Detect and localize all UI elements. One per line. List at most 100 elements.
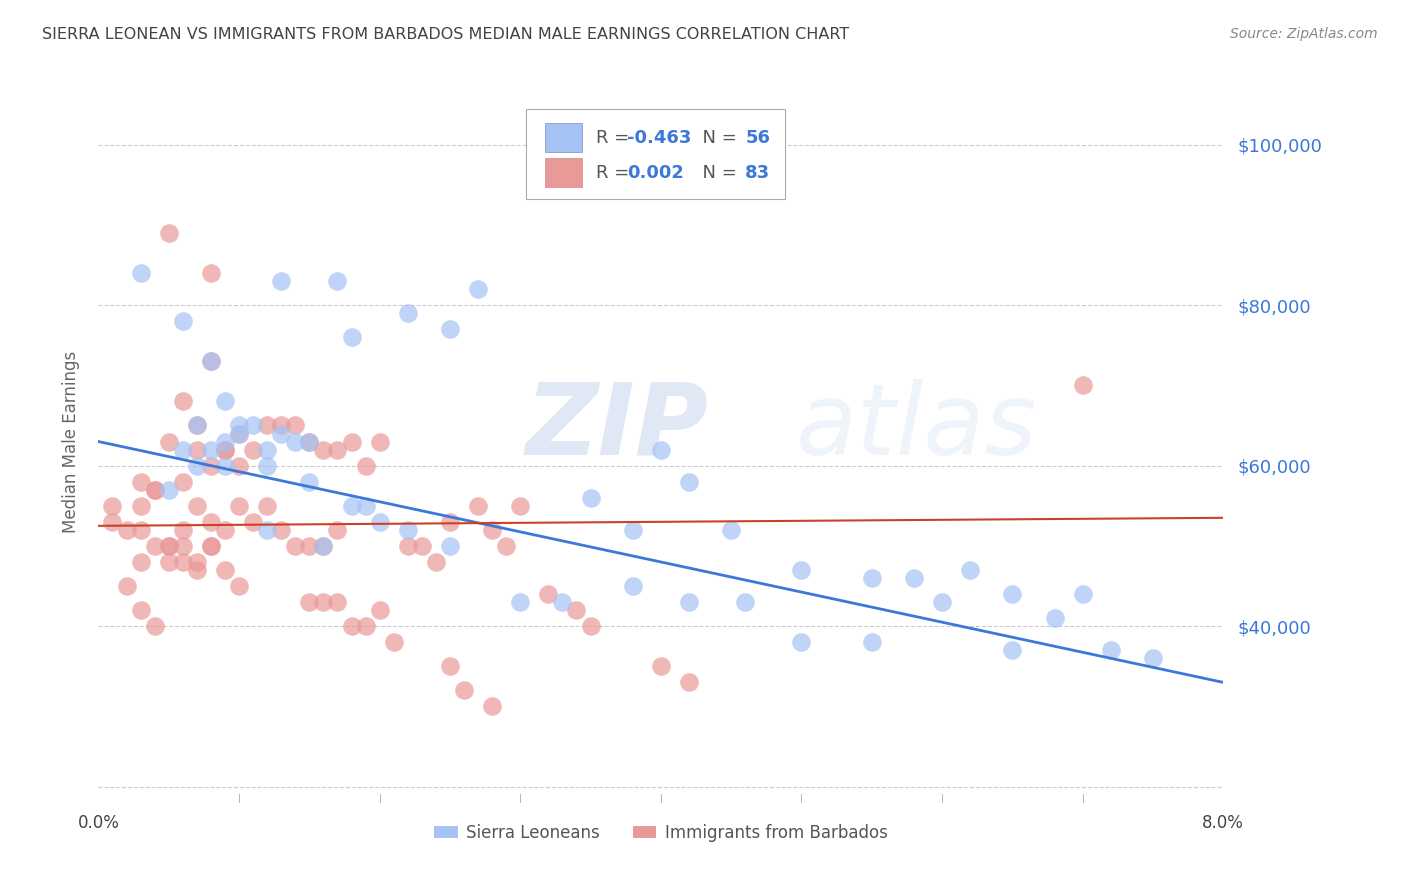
FancyBboxPatch shape — [526, 109, 785, 200]
Point — [115, 523, 138, 537]
Point — [1001, 587, 1024, 601]
Point — [453, 683, 475, 698]
Point — [790, 563, 813, 577]
Point — [1043, 611, 1066, 625]
Point — [678, 595, 700, 609]
Point — [298, 539, 321, 553]
Point — [340, 330, 363, 344]
Point — [790, 635, 813, 649]
Point — [228, 426, 250, 441]
Point — [678, 675, 700, 690]
Point — [143, 483, 166, 497]
Point — [172, 555, 194, 569]
Point — [298, 434, 321, 449]
Point — [1071, 587, 1094, 601]
Text: -0.463: -0.463 — [627, 128, 692, 146]
Point — [326, 274, 349, 288]
Point — [565, 603, 588, 617]
Point — [312, 595, 335, 609]
Point — [284, 434, 307, 449]
Point — [186, 458, 208, 473]
Point — [143, 619, 166, 633]
Point — [214, 442, 236, 457]
Point — [129, 266, 152, 280]
Text: R =: R = — [596, 128, 634, 146]
Point — [396, 523, 419, 537]
Point — [298, 434, 321, 449]
Text: SIERRA LEONEAN VS IMMIGRANTS FROM BARBADOS MEDIAN MALE EARNINGS CORRELATION CHAR: SIERRA LEONEAN VS IMMIGRANTS FROM BARBAD… — [42, 27, 849, 42]
Point — [340, 619, 363, 633]
FancyBboxPatch shape — [546, 158, 582, 187]
Point — [551, 595, 574, 609]
Point — [354, 499, 377, 513]
Point — [242, 418, 264, 433]
Point — [579, 619, 602, 633]
Point — [157, 539, 180, 553]
Legend: Sierra Leoneans, Immigrants from Barbados: Sierra Leoneans, Immigrants from Barbado… — [427, 817, 894, 848]
Point — [312, 442, 335, 457]
Point — [509, 595, 531, 609]
Point — [326, 523, 349, 537]
Point — [129, 603, 152, 617]
Text: ZIP: ZIP — [526, 378, 709, 475]
Point — [270, 274, 292, 288]
Point — [200, 458, 222, 473]
Point — [242, 515, 264, 529]
Point — [509, 499, 531, 513]
Point — [172, 475, 194, 489]
Point — [931, 595, 953, 609]
Point — [298, 595, 321, 609]
Point — [411, 539, 433, 553]
Point — [326, 595, 349, 609]
Point — [439, 322, 461, 336]
Point — [101, 515, 124, 529]
Point — [368, 434, 391, 449]
Point — [186, 563, 208, 577]
Point — [228, 499, 250, 513]
Point — [650, 659, 672, 673]
Point — [650, 442, 672, 457]
Point — [439, 515, 461, 529]
Point — [579, 491, 602, 505]
Point — [228, 579, 250, 593]
Point — [903, 571, 925, 585]
Point — [214, 563, 236, 577]
Point — [172, 523, 194, 537]
Point — [860, 635, 883, 649]
Text: atlas: atlas — [796, 378, 1038, 475]
Point — [270, 426, 292, 441]
Point — [228, 426, 250, 441]
Point — [678, 475, 700, 489]
FancyBboxPatch shape — [546, 123, 582, 153]
Point — [495, 539, 517, 553]
Point — [172, 539, 194, 553]
Point — [200, 354, 222, 368]
Point — [284, 539, 307, 553]
Point — [157, 539, 180, 553]
Point — [481, 699, 503, 714]
Point — [298, 475, 321, 489]
Text: Source: ZipAtlas.com: Source: ZipAtlas.com — [1230, 27, 1378, 41]
Text: 0.002: 0.002 — [627, 163, 683, 182]
Point — [186, 442, 208, 457]
Point — [959, 563, 981, 577]
Point — [720, 523, 742, 537]
Point — [186, 499, 208, 513]
Point — [1099, 643, 1122, 657]
Point — [340, 434, 363, 449]
Point — [143, 539, 166, 553]
Point — [200, 442, 222, 457]
Point — [1001, 643, 1024, 657]
Point — [157, 555, 180, 569]
Point — [214, 442, 236, 457]
Point — [439, 539, 461, 553]
Point — [312, 539, 335, 553]
Point — [172, 394, 194, 409]
Text: 83: 83 — [745, 163, 770, 182]
Point — [228, 458, 250, 473]
Point — [228, 418, 250, 433]
Point — [157, 434, 180, 449]
Point — [143, 483, 166, 497]
Point — [621, 579, 644, 593]
Point — [129, 475, 152, 489]
